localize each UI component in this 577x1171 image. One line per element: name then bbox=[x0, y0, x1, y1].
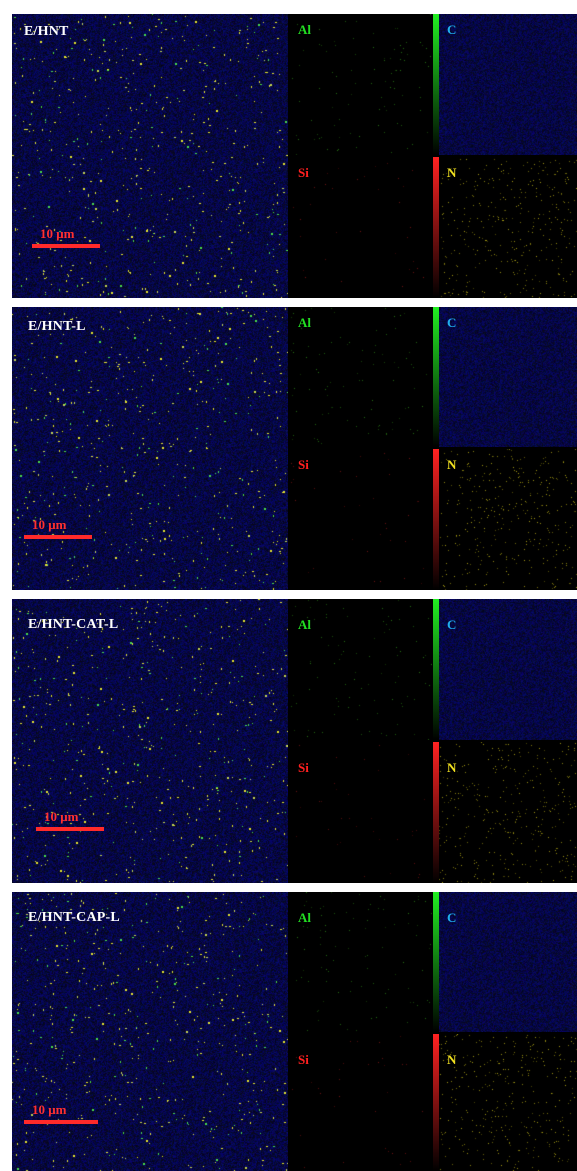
eds-overlay-map: E/HNT-L 10 μm bbox=[12, 307, 288, 590]
eds-panel-e-hnt-l: E/HNT-L 10 μm Al C Si N bbox=[12, 307, 577, 590]
si-map: Si bbox=[290, 742, 432, 883]
si-color-bar bbox=[433, 1034, 439, 1171]
al-label: Al bbox=[298, 22, 311, 37]
sample-label: E/HNT-CAT-L bbox=[28, 617, 119, 632]
si-color-bar bbox=[433, 157, 439, 298]
c-label: C bbox=[447, 315, 457, 330]
al-label: Al bbox=[298, 315, 311, 330]
scale-bar: 10 μm bbox=[36, 809, 104, 831]
eds-overlay-map: E/HNT-CAP-L 10 μm bbox=[12, 892, 288, 1171]
scale-bar-label: 10 μm bbox=[32, 1102, 67, 1117]
eds-panel-e-hnt-cat-l: E/HNT-CAT-L 10 μm Al C Si N bbox=[12, 599, 577, 883]
scale-bar-line bbox=[24, 535, 92, 539]
si-map: Si bbox=[290, 1034, 432, 1171]
c-label: C bbox=[447, 910, 457, 925]
si-color-bar bbox=[433, 449, 439, 590]
n-label: N bbox=[447, 760, 457, 775]
scale-bar-label: 10 μm bbox=[44, 809, 79, 824]
c-map: C bbox=[439, 892, 577, 1032]
sample-label: E/HNT bbox=[24, 24, 69, 39]
n-map: N bbox=[439, 449, 577, 590]
c-map: C bbox=[439, 14, 577, 155]
al-map: Al bbox=[290, 307, 432, 447]
al-color-bar bbox=[433, 14, 439, 155]
si-map: Si bbox=[290, 157, 432, 298]
scale-bar: 10 μm bbox=[24, 1102, 98, 1124]
n-map: N bbox=[439, 742, 577, 883]
scale-bar-line bbox=[32, 244, 100, 248]
scale-bar: 10 μm bbox=[24, 517, 92, 539]
al-map: Al bbox=[290, 14, 432, 155]
n-label: N bbox=[447, 1052, 457, 1067]
sample-label: E/HNT-L bbox=[28, 319, 86, 334]
scale-bar-line bbox=[24, 1120, 98, 1124]
c-label: C bbox=[447, 22, 457, 37]
c-label: C bbox=[447, 617, 457, 632]
eds-overlay-map: E/HNT 10 μm bbox=[12, 14, 288, 298]
si-label: Si bbox=[298, 1052, 309, 1067]
n-map: N bbox=[439, 1034, 577, 1171]
scale-bar-label: 10 μm bbox=[40, 226, 75, 241]
eds-overlay-map: E/HNT-CAT-L 10 μm bbox=[12, 599, 288, 883]
n-label: N bbox=[447, 457, 457, 472]
eds-panel-e-hnt: E/HNT 10 μm Al C Si N bbox=[12, 14, 577, 298]
al-color-bar bbox=[433, 599, 439, 740]
c-map: C bbox=[439, 307, 577, 447]
al-map: Al bbox=[290, 599, 432, 740]
sample-label: E/HNT-CAP-L bbox=[28, 910, 120, 925]
c-map: C bbox=[439, 599, 577, 740]
si-label: Si bbox=[298, 760, 309, 775]
al-map: Al bbox=[290, 892, 432, 1032]
al-label: Al bbox=[298, 910, 311, 925]
si-label: Si bbox=[298, 165, 309, 180]
scale-bar: 10 μm bbox=[32, 226, 100, 248]
si-label: Si bbox=[298, 457, 309, 472]
scale-bar-line bbox=[36, 827, 104, 831]
al-color-bar bbox=[433, 892, 439, 1032]
scale-bar-label: 10 μm bbox=[32, 517, 67, 532]
n-map: N bbox=[439, 157, 577, 298]
si-map: Si bbox=[290, 449, 432, 590]
n-label: N bbox=[447, 165, 457, 180]
eds-panel-e-hnt-cap-l: E/HNT-CAP-L 10 μm Al C Si N bbox=[12, 892, 577, 1171]
al-label: Al bbox=[298, 617, 311, 632]
al-color-bar bbox=[433, 307, 439, 447]
si-color-bar bbox=[433, 742, 439, 883]
